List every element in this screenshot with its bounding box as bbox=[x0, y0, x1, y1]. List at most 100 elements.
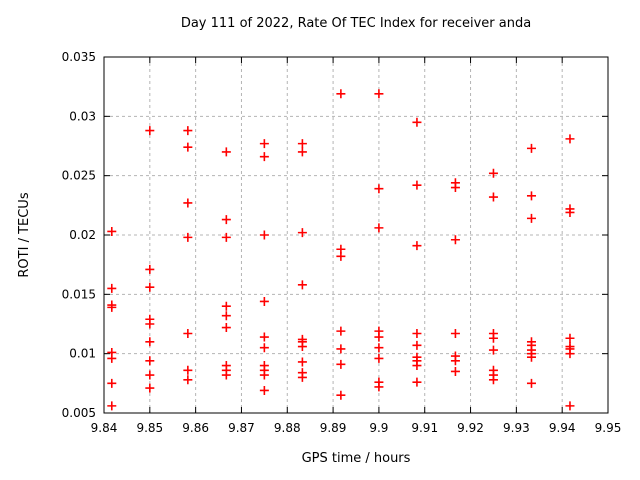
data-point-marker bbox=[488, 333, 498, 343]
data-point-marker bbox=[183, 198, 193, 208]
data-point-marker bbox=[297, 372, 307, 382]
data-point-marker bbox=[183, 232, 193, 242]
data-point-marker bbox=[336, 390, 346, 400]
data-point-marker bbox=[221, 232, 231, 242]
data-point-marker bbox=[450, 235, 460, 245]
data-point-marker bbox=[565, 333, 575, 343]
data-point-marker bbox=[107, 302, 117, 312]
data-point-marker bbox=[221, 301, 231, 311]
data-point-marker bbox=[183, 328, 193, 338]
data-point-marker bbox=[336, 251, 346, 261]
data-point-marker bbox=[412, 180, 422, 190]
data-point-marker bbox=[145, 319, 155, 329]
tick-labels: 9.84 9.85 9.86 9.87 9.88 9.89 9.9 9.91 9.92 9.93 9… bbox=[62, 50, 622, 435]
data-point-marker bbox=[297, 342, 307, 352]
data-point-marker bbox=[145, 356, 155, 366]
data-point-marker bbox=[221, 323, 231, 333]
data-point-marker bbox=[145, 264, 155, 274]
data-point-marker bbox=[374, 353, 384, 363]
x-tick-label: 9.89 bbox=[320, 421, 347, 435]
data-point-marker bbox=[450, 356, 460, 366]
data-point-marker bbox=[412, 361, 422, 371]
gridlines bbox=[104, 57, 608, 413]
data-point-marker bbox=[374, 223, 384, 233]
data-point-marker bbox=[450, 328, 460, 338]
data-point-marker bbox=[526, 378, 536, 388]
y-tick-label: 0.02 bbox=[69, 228, 96, 242]
data-point-marker bbox=[565, 134, 575, 144]
data-point-marker bbox=[450, 366, 460, 376]
data-point-marker bbox=[565, 207, 575, 217]
data-point-marker bbox=[183, 126, 193, 136]
y-axis-label: ROTI / TECUs bbox=[17, 192, 32, 277]
data-point-marker bbox=[107, 401, 117, 411]
plot-border bbox=[103, 56, 609, 414]
data-point-marker bbox=[412, 328, 422, 338]
data-point-marker bbox=[183, 142, 193, 152]
data-point-marker bbox=[297, 147, 307, 157]
data-point-marker bbox=[488, 375, 498, 385]
data-point-marker bbox=[374, 382, 384, 392]
data-point-marker bbox=[336, 359, 346, 369]
x-tick-label: 9.92 bbox=[457, 421, 484, 435]
chart-title: Day 111 of 2022, Rate Of TEC Index for r… bbox=[181, 16, 531, 31]
data-point-marker bbox=[221, 370, 231, 380]
data-point-marker bbox=[488, 192, 498, 202]
data-point-marker bbox=[297, 228, 307, 238]
data-point-marker bbox=[297, 280, 307, 290]
data-point-marker bbox=[259, 370, 269, 380]
data-point-marker bbox=[145, 383, 155, 393]
data-point-marker bbox=[107, 283, 117, 293]
data-point-marker bbox=[374, 89, 384, 99]
data-point-marker bbox=[259, 385, 269, 395]
data-point-marker bbox=[107, 378, 117, 388]
data-point-marker bbox=[145, 282, 155, 292]
data-point-marker bbox=[526, 213, 536, 223]
data-point-marker bbox=[526, 191, 536, 201]
x-tick-label: 9.91 bbox=[411, 421, 438, 435]
data-point-marker bbox=[488, 345, 498, 355]
data-point-marker bbox=[565, 401, 575, 411]
data-point-marker bbox=[412, 340, 422, 350]
x-tick-label: 9.93 bbox=[503, 421, 530, 435]
x-tick-label: 9.9 bbox=[369, 421, 388, 435]
data-point-marker bbox=[259, 343, 269, 353]
x-tick-label: 9.84 bbox=[91, 421, 118, 435]
data-point-marker bbox=[412, 377, 422, 387]
data-point-marker bbox=[221, 215, 231, 225]
data-points bbox=[107, 89, 575, 411]
y-tick-label: 0.01 bbox=[69, 347, 96, 361]
data-point-marker bbox=[107, 226, 117, 236]
data-point-marker bbox=[565, 349, 575, 359]
y-tick-label: 0.03 bbox=[69, 109, 96, 123]
data-point-marker bbox=[336, 344, 346, 354]
data-point-marker bbox=[145, 370, 155, 380]
data-point-marker bbox=[259, 296, 269, 306]
data-point-marker bbox=[183, 375, 193, 385]
x-tick-label: 9.88 bbox=[274, 421, 301, 435]
data-point-marker bbox=[221, 311, 231, 321]
data-point-marker bbox=[374, 343, 384, 353]
data-point-marker bbox=[412, 241, 422, 251]
data-point-marker bbox=[374, 184, 384, 194]
y-tick-label: 0.015 bbox=[62, 287, 96, 301]
data-point-marker bbox=[526, 143, 536, 153]
data-point-marker bbox=[259, 332, 269, 342]
data-point-marker bbox=[297, 139, 307, 149]
x-tick-label: 9.85 bbox=[136, 421, 163, 435]
y-tick-label: 0.005 bbox=[62, 406, 96, 420]
x-tick-label: 9.95 bbox=[595, 421, 622, 435]
data-point-marker bbox=[145, 126, 155, 136]
data-point-marker bbox=[336, 89, 346, 99]
data-point-marker bbox=[259, 230, 269, 240]
data-point-marker bbox=[297, 357, 307, 367]
data-point-marker bbox=[450, 183, 460, 193]
data-point-marker bbox=[183, 365, 193, 375]
data-point-marker bbox=[221, 147, 231, 157]
data-point-marker bbox=[488, 168, 498, 178]
data-point-marker bbox=[107, 353, 117, 363]
data-point-marker bbox=[336, 326, 346, 336]
x-axis-label: GPS time / hours bbox=[302, 451, 411, 466]
